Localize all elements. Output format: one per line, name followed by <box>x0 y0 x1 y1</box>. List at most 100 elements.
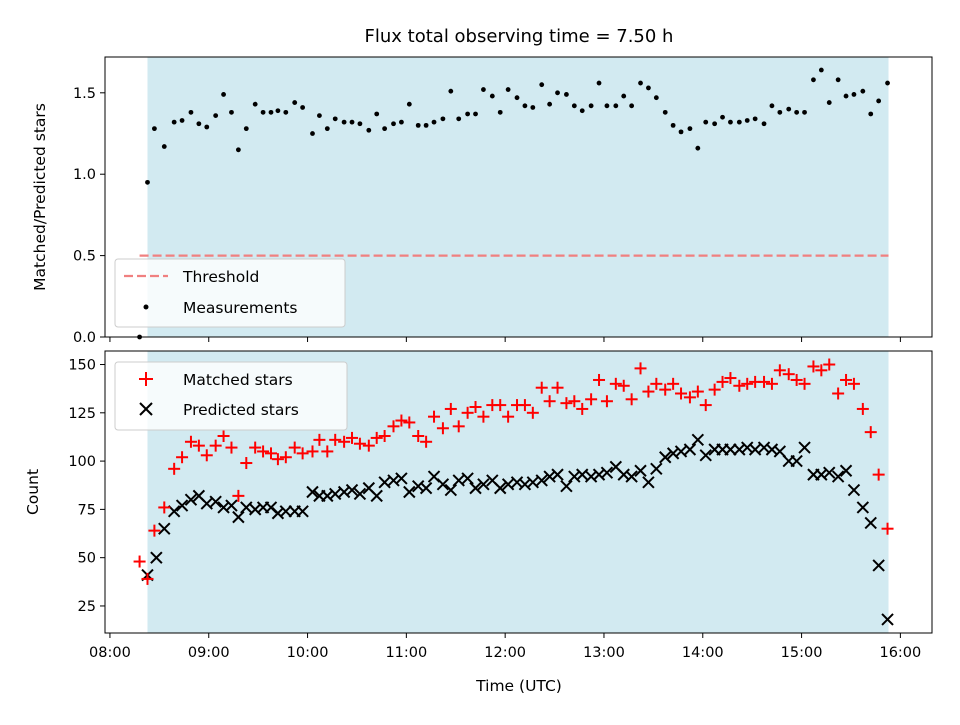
predicted-star-point-b <box>856 501 870 514</box>
measurement-point <box>283 109 289 115</box>
matched-star-point <box>329 433 342 446</box>
predicted-star-point <box>167 505 181 518</box>
measurement-point <box>885 80 890 86</box>
predicted-star-point <box>395 472 408 485</box>
legend-predicted-label: Predicted stars <box>183 401 299 419</box>
bottom-y-tick-label: 50 <box>78 551 96 567</box>
matched-star-point <box>560 397 573 410</box>
measurement-point <box>752 116 758 122</box>
predicted-star-point-b <box>158 522 171 535</box>
predicted-star-point-b <box>839 464 853 477</box>
predicted-star-point-b <box>395 472 408 485</box>
measurement-point <box>260 109 266 115</box>
measurement-point <box>678 129 684 135</box>
measurement-point <box>415 122 421 128</box>
measurement-point <box>179 118 185 123</box>
matched-star-point <box>313 433 326 446</box>
predicted-star-point-b <box>724 443 737 456</box>
predicted-star-point <box>403 485 416 499</box>
measurement-point <box>843 93 849 99</box>
predicted-star-point-b <box>378 476 391 489</box>
measurement-point <box>777 109 783 115</box>
matched-star-point <box>412 429 425 442</box>
matched-star-point <box>856 402 869 415</box>
predicted-star-point <box>419 481 433 495</box>
predicted-star-point-b <box>526 476 540 489</box>
predicted-star-point <box>158 522 171 535</box>
bottom-legend: Matched stars Predicted stars <box>114 361 348 431</box>
top-panel: 0.0 0.5 1.0 1.5 Matched/Predicted stars Thr… <box>31 56 933 346</box>
matched-star-point <box>288 441 301 454</box>
matched-star-point <box>526 406 539 419</box>
predicted-star-point-b <box>427 470 441 483</box>
measurement-point <box>514 95 520 101</box>
measurement-point <box>555 90 560 96</box>
legend-measurements-label: Measurements <box>183 299 298 317</box>
matched-star-point <box>625 393 638 406</box>
predicted-star-point <box>831 470 845 483</box>
predicted-star-point-b <box>329 487 342 501</box>
measurement-point <box>744 118 750 123</box>
measurement-point <box>357 121 363 127</box>
matched-star-point <box>249 441 262 454</box>
measurement-point <box>268 109 274 115</box>
measurement-point <box>835 77 841 83</box>
matched-star-point <box>362 439 375 452</box>
predicted-star-point-b <box>560 479 573 493</box>
predicted-star-point-b <box>436 478 450 491</box>
predicted-star-point <box>699 449 712 462</box>
predicted-star-point <box>683 443 697 456</box>
matched-star-point <box>477 410 490 423</box>
matched-star-point <box>395 414 408 427</box>
matched-star-point <box>773 364 786 377</box>
matched-star-point <box>708 383 721 396</box>
top-y-axis-label: Matched/Predicted stars <box>31 103 49 291</box>
matched-star-point <box>840 373 853 386</box>
legend-matched-label: Matched stars <box>183 371 293 389</box>
measurement-point <box>382 126 388 132</box>
predicted-star-point-b <box>501 478 515 491</box>
predicted-star-point-b <box>264 501 278 514</box>
predicted-star-point-b <box>192 489 206 503</box>
measurement-point <box>703 119 709 125</box>
top-legend: Threshold Measurements <box>114 258 346 328</box>
measurement-point <box>204 124 210 130</box>
predicted-star-point-b <box>815 468 828 481</box>
measurement-point <box>539 82 545 88</box>
matched-star-point <box>158 501 171 514</box>
measurement-point <box>341 119 347 125</box>
measurement-point <box>638 80 643 86</box>
measurement-point <box>317 113 322 119</box>
bottom-legend-box <box>114 361 348 431</box>
predicted-star-point-b <box>748 443 762 456</box>
measurement-point <box>736 119 742 125</box>
bottom-x-tick-label: 08:00 <box>89 645 131 661</box>
predicted-star-point <box>847 483 861 497</box>
predicted-star-point-b <box>674 445 688 458</box>
measurement-point <box>860 88 866 94</box>
bottom-plot-frame <box>104 350 933 634</box>
predicted-star-point <box>625 470 638 483</box>
predicted-star-point-b <box>592 468 606 481</box>
measurement-point <box>653 95 659 101</box>
predicted-star-point-b <box>200 497 213 510</box>
predicted-star-point-b <box>469 481 482 495</box>
predicted-star-point-b <box>444 483 458 497</box>
predicted-star-point <box>560 479 573 493</box>
predicted-star-point-b <box>345 483 359 497</box>
measurement-point <box>161 144 167 149</box>
measurement-point <box>818 67 824 73</box>
predicted-star-point-b <box>831 470 845 483</box>
predicted-star-point <box>225 499 238 512</box>
predicted-star-point-b <box>650 462 663 476</box>
matched-star-point <box>420 435 433 448</box>
predicted-star-point <box>209 495 222 508</box>
matched-star-point <box>271 453 284 466</box>
predicted-star-point-b <box>306 485 319 499</box>
matched-star-point <box>881 522 894 535</box>
measurement-point <box>522 103 528 109</box>
measurement-point <box>456 116 462 122</box>
measurement-point <box>366 127 372 133</box>
matched-star-point <box>192 439 205 452</box>
